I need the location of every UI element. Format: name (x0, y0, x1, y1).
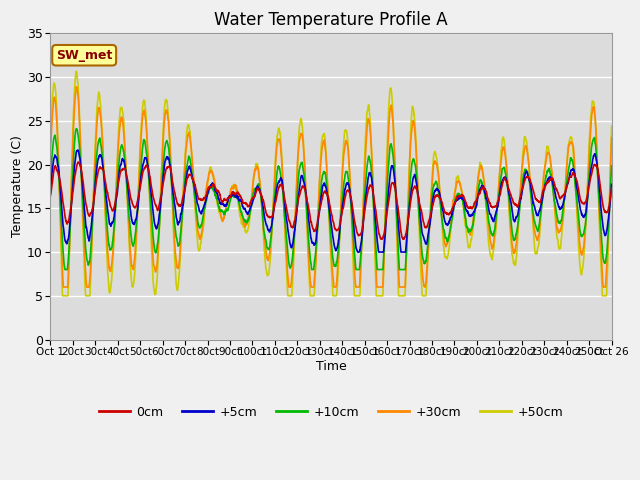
+50cm (548, 172, 556, 178)
+10cm (527, 191, 534, 197)
+30cm (60, 284, 67, 290)
+50cm (72, 68, 80, 74)
Title: Water Temperature Profile A: Water Temperature Profile A (214, 11, 448, 29)
+50cm (360, 180, 368, 185)
+10cm (61, 267, 69, 273)
+30cm (72, 84, 80, 90)
+50cm (527, 188, 534, 194)
0cm (608, 185, 616, 191)
Line: +5cm: +5cm (51, 150, 612, 252)
+10cm (360, 206, 368, 212)
+10cm (47, 176, 54, 182)
+10cm (608, 163, 616, 169)
+50cm (59, 293, 67, 299)
+30cm (264, 256, 272, 262)
+5cm (58, 207, 66, 213)
+10cm (548, 179, 556, 185)
Legend: 0cm, +5cm, +10cm, +30cm, +50cm: 0cm, +5cm, +10cm, +30cm, +50cm (94, 401, 568, 424)
Y-axis label: Temperature (C): Temperature (C) (11, 135, 24, 238)
+5cm (47, 190, 54, 195)
+5cm (354, 249, 362, 255)
X-axis label: Time: Time (316, 360, 346, 373)
0cm (527, 179, 534, 185)
+5cm (264, 228, 272, 233)
0cm (399, 236, 407, 242)
+30cm (548, 168, 556, 174)
Line: +30cm: +30cm (51, 87, 612, 287)
+10cm (504, 185, 511, 191)
0cm (264, 214, 272, 220)
+30cm (360, 188, 368, 193)
+5cm (548, 177, 556, 183)
+30cm (58, 253, 66, 259)
Line: +50cm: +50cm (51, 71, 612, 296)
+5cm (527, 184, 534, 190)
+30cm (608, 135, 616, 141)
+10cm (73, 126, 81, 132)
0cm (360, 216, 367, 222)
+5cm (504, 185, 511, 191)
0cm (58, 191, 66, 196)
+10cm (264, 246, 272, 252)
+5cm (74, 147, 82, 153)
Line: 0cm: 0cm (51, 162, 612, 239)
Text: SW_met: SW_met (56, 49, 113, 62)
+50cm (58, 275, 66, 281)
0cm (47, 193, 54, 199)
+10cm (58, 231, 66, 237)
0cm (504, 184, 511, 190)
Line: +10cm: +10cm (51, 129, 612, 270)
+50cm (504, 187, 511, 193)
+30cm (504, 180, 511, 186)
+5cm (360, 212, 368, 217)
+50cm (264, 271, 272, 277)
+30cm (47, 150, 54, 156)
+5cm (608, 181, 616, 187)
0cm (74, 159, 82, 165)
+30cm (527, 186, 534, 192)
0cm (548, 176, 556, 181)
+50cm (608, 123, 616, 129)
+50cm (47, 140, 54, 145)
